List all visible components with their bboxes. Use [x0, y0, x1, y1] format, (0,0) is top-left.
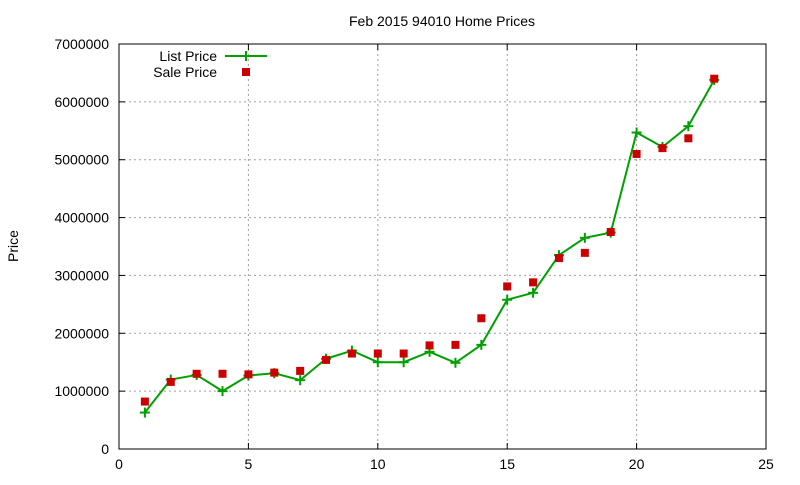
y-tick-label: 0: [101, 441, 109, 457]
y-tick-label: 6000000: [54, 94, 109, 110]
list-price-point: [217, 386, 228, 397]
sale-price-point: [503, 282, 512, 291]
legend-label-list-price: List Price: [159, 48, 217, 64]
list-price-point: [502, 294, 513, 305]
sale-price-point: [632, 149, 641, 158]
sale-price-point: [218, 369, 227, 378]
sale-price-point: [296, 366, 305, 375]
x-tick-label: 0: [115, 456, 123, 472]
sale-price-point: [425, 341, 434, 350]
x-tick-label: 10: [370, 456, 386, 472]
sale-price-point: [658, 144, 667, 153]
list-price-point: [579, 232, 590, 243]
y-tick-label: 5000000: [54, 152, 109, 168]
sale-price-point: [347, 349, 356, 358]
sale-price-point: [140, 397, 149, 406]
axes-layer: 0 5 10 15 20 25 0 1000000 2000000 3000000 4000000 5…: [54, 36, 774, 472]
y-tick-label: 3000000: [54, 267, 109, 283]
sale-price-point: [529, 278, 538, 287]
sale-price-point: [270, 368, 279, 377]
list-price-point: [476, 339, 487, 350]
y-tick-label: 7000000: [54, 36, 109, 52]
legend-marker-sale-price: [242, 68, 250, 76]
sale-price-point: [451, 340, 460, 349]
sale-price-point: [373, 349, 382, 358]
sale-price-point: [580, 248, 589, 257]
sale-price-point: [192, 369, 201, 378]
list-price-point: [450, 357, 461, 368]
list-price-point: [372, 357, 383, 368]
x-tick-label: 5: [245, 456, 253, 472]
y-axis-label: Price: [5, 230, 21, 262]
x-tick-label: 20: [629, 456, 645, 472]
sale-price-point: [477, 314, 486, 323]
list-price-point: [295, 375, 306, 386]
y-tick-label: 2000000: [54, 325, 109, 341]
sale-price-point: [322, 355, 331, 364]
x-tick-label: 15: [499, 456, 515, 472]
sale-price-point: [554, 254, 563, 263]
list-price-point: [631, 127, 642, 138]
x-tick-label: 25: [758, 456, 774, 472]
chart-title: Feb 2015 94010 Home Prices: [349, 13, 535, 29]
y-tick-label: 1000000: [54, 383, 109, 399]
sale-price-point: [166, 377, 175, 386]
list-price-point: [398, 357, 409, 368]
series-layer: [139, 74, 720, 418]
sale-price-point: [244, 370, 253, 379]
list-price-point: [528, 287, 539, 298]
sale-price-point: [399, 349, 408, 358]
list-price-point: [139, 407, 150, 418]
list-price-point: [683, 121, 694, 132]
plot-frame: [118, 43, 767, 450]
sale-price-point: [710, 74, 719, 83]
legend-label-sale-price: Sale Price: [153, 64, 217, 80]
y-tick-label: 4000000: [54, 210, 109, 226]
sale-price-point: [684, 134, 693, 143]
sale-price-point: [606, 228, 615, 237]
legend-marker-list-price: [241, 51, 251, 61]
